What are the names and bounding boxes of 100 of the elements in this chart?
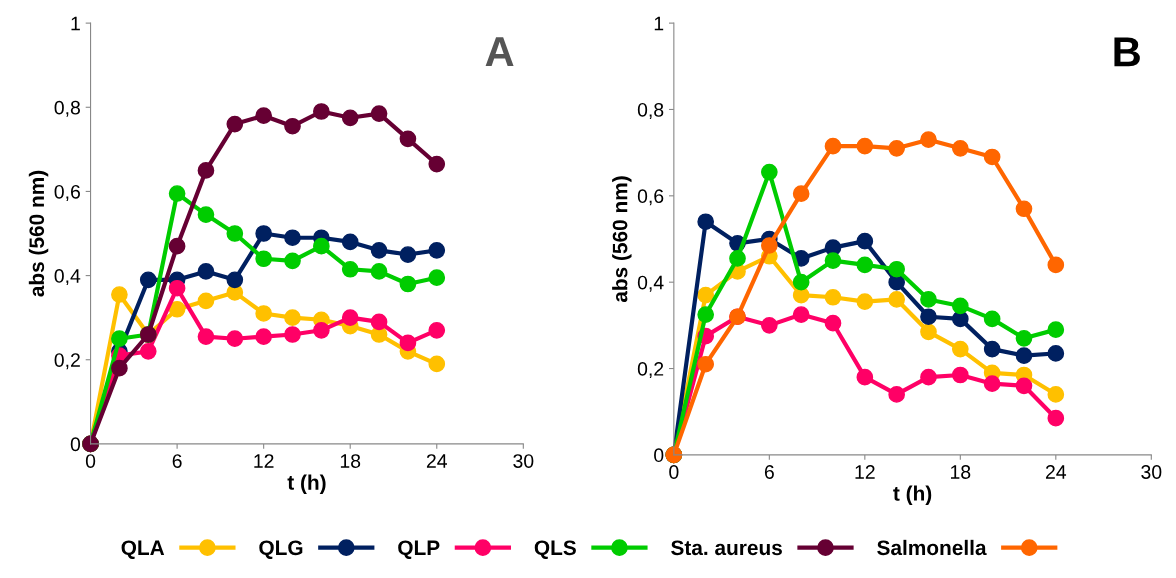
point: [951, 139, 969, 157]
point: [1047, 321, 1065, 339]
point: [255, 225, 272, 242]
point: [168, 279, 186, 297]
point: [399, 275, 417, 293]
point: [1015, 347, 1033, 364]
point: [226, 330, 244, 348]
y-axis-title: abs (560 nm): [28, 170, 49, 297]
point: [399, 334, 417, 352]
point: [255, 305, 272, 322]
point: [370, 242, 388, 259]
point: [111, 286, 128, 303]
annotation: B: [1114, 37, 1140, 67]
y-tick-label: 0,8: [54, 100, 80, 117]
x-tick-label: 6: [172, 454, 182, 468]
point: [920, 308, 937, 326]
point: [697, 286, 715, 304]
point: [428, 155, 446, 173]
y-tick-label: 0,8: [637, 102, 664, 120]
x-tick-label: 18: [950, 465, 971, 479]
point: [428, 269, 446, 287]
legend-label: QLS: [534, 540, 576, 560]
point: [341, 309, 359, 327]
x-tick-label: 6: [764, 465, 774, 479]
point: [284, 309, 301, 327]
x-axis-title: t (h): [287, 474, 326, 494]
point: [168, 185, 186, 202]
legend-label: QLG: [259, 540, 303, 560]
point: [313, 103, 330, 120]
legend-label: Salmonella: [877, 539, 987, 556]
point: [284, 326, 301, 343]
point: [399, 246, 417, 263]
point: [1047, 386, 1065, 403]
x-tick-label: 0: [669, 465, 679, 479]
point: [824, 137, 842, 155]
point: [697, 306, 715, 323]
point: [255, 250, 272, 268]
point: [1015, 329, 1033, 347]
point: [313, 237, 330, 255]
x-tick-label: 30: [1141, 465, 1162, 479]
point: [856, 256, 874, 274]
y-tick-label: 0,2: [54, 353, 80, 370]
point: [888, 386, 905, 403]
point: [284, 229, 301, 247]
point: [951, 366, 969, 384]
x-axis-title: t (h): [893, 485, 932, 505]
point: [428, 355, 446, 373]
point: [370, 313, 388, 331]
point: [197, 328, 215, 345]
point: [197, 292, 215, 310]
point: [341, 260, 359, 278]
x-tick-label: 24: [1045, 465, 1067, 479]
x-tick-label: 12: [855, 465, 875, 479]
point: [341, 233, 359, 251]
point: [313, 321, 330, 339]
point: [1015, 377, 1033, 395]
point: [920, 323, 937, 341]
x-tick-label: 0: [85, 454, 96, 468]
point: [856, 232, 874, 250]
legend-label: QLP: [398, 540, 440, 560]
point: [792, 273, 810, 291]
point: [888, 260, 905, 278]
annotation: A: [485, 37, 514, 66]
point: [983, 310, 1001, 328]
point: [856, 137, 874, 155]
x-tick-label: 24: [426, 454, 448, 468]
point: [697, 213, 715, 231]
y-tick-label: 0,6: [637, 189, 664, 206]
point: [139, 342, 157, 360]
point: [255, 107, 272, 125]
point: [255, 328, 272, 345]
x-tick-label: 30: [513, 454, 534, 468]
point: [341, 109, 359, 127]
point: [824, 252, 842, 269]
y-tick-label: 1: [71, 16, 80, 31]
point: [951, 340, 969, 358]
point: [983, 148, 1001, 166]
point: [983, 340, 1001, 358]
y-tick-label: 0: [70, 437, 81, 452]
point: [197, 206, 215, 223]
point: [920, 368, 937, 386]
point: [399, 130, 417, 148]
point: [226, 115, 244, 133]
point: [370, 105, 388, 122]
point: [111, 330, 128, 348]
point: [920, 131, 937, 149]
point: [284, 252, 301, 270]
point: [856, 368, 874, 386]
x-tick-label: 12: [254, 454, 274, 468]
point: [824, 288, 842, 306]
legend-label: QLA: [121, 540, 165, 560]
y-axis-title: abs (560 nm): [612, 176, 632, 303]
y-tick-label: 0,4: [637, 275, 664, 292]
point: [168, 300, 186, 318]
point: [761, 163, 778, 181]
legend-label: Sta. aureus: [671, 540, 782, 556]
point: [888, 139, 905, 157]
point: [729, 250, 746, 267]
y-tick-label: 0,4: [54, 269, 81, 286]
x-tick-label: 18: [340, 454, 361, 468]
